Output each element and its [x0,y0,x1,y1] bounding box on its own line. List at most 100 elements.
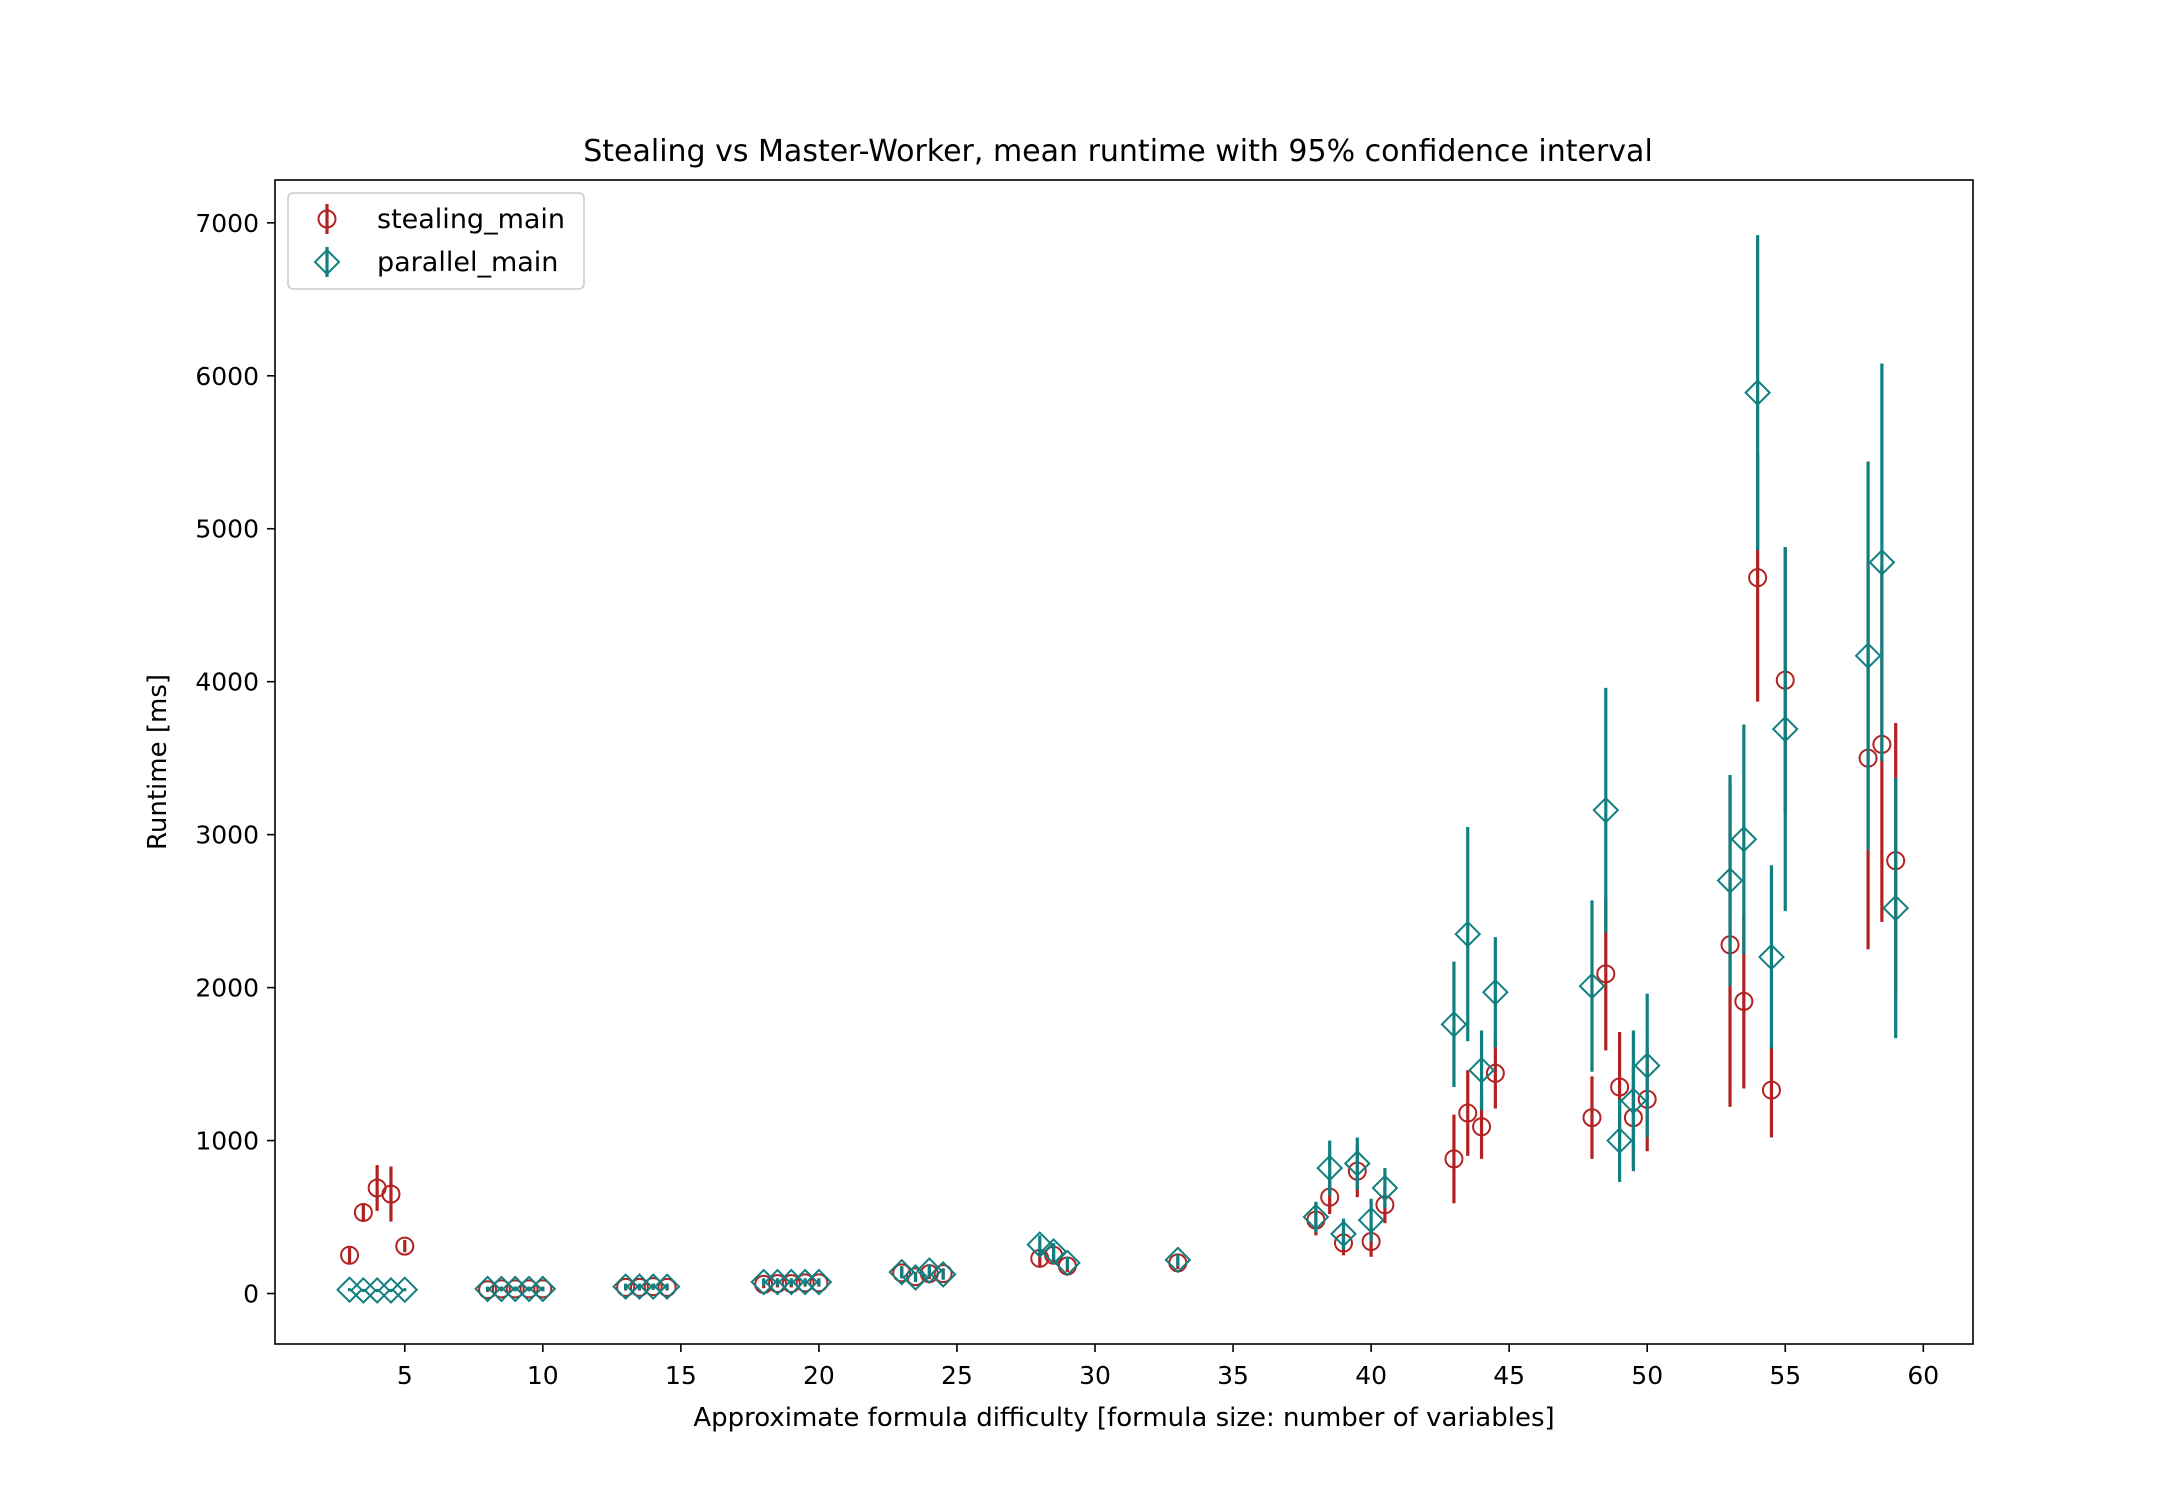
data-point [391,1276,419,1304]
data-point [1053,1249,1081,1277]
data-point [501,1275,529,1303]
legend-entries [313,204,341,277]
legend-label-stealing-main: stealing_main [377,204,565,235]
data-point [1716,867,1744,894]
x-tick-label: 45 [1493,1361,1525,1390]
y-axis-label: Runtime [ms] [143,674,173,850]
data-point [1596,964,1616,984]
x-tick-label: 5 [397,1361,413,1390]
data-point [1633,1052,1661,1080]
data-point [1026,1231,1054,1258]
data-point [505,1279,525,1299]
data-point [1468,1056,1495,1084]
legend-marker-icon [317,209,337,229]
data-point [933,1264,953,1284]
data-point [1330,1220,1357,1248]
data-point [381,1184,401,1204]
y-axis-ticks: 0 1000 2000 3000 4000 5000 6000 7000 [195,209,275,1309]
data-point [915,1257,943,1284]
data-point [1619,1087,1647,1115]
data-point [1485,1063,1505,1083]
y-tick-label: 4000 [195,668,259,697]
data-point [1454,920,1482,948]
x-tick-label: 50 [1631,1361,1663,1390]
data-point [767,1274,787,1294]
data-point [1582,1108,1602,1128]
data-point [478,1280,498,1300]
data-point [888,1258,916,1286]
data-point [1868,548,1896,576]
data-point [491,1279,511,1299]
data-point [1748,568,1768,588]
data-point [1040,1238,1068,1265]
data-point [474,1275,502,1303]
data-point [1761,1080,1781,1100]
data-point [781,1274,801,1294]
data-point [1458,1103,1478,1123]
data-point [643,1277,663,1297]
data-point [805,1268,833,1296]
x-axis-label: Approximate formula difficulty [formula … [693,1403,1554,1433]
y-tick-label: 0 [243,1280,259,1309]
legend-box [287,192,585,290]
x-tick-label: 10 [527,1361,559,1390]
data-point [750,1268,778,1296]
data-point [336,1276,363,1304]
x-tick-label: 25 [941,1361,973,1390]
data-point [529,1275,557,1303]
data-point [1610,1077,1630,1097]
data-point [1302,1203,1330,1231]
y-tick-label: 3000 [195,821,259,850]
data-point [1734,991,1754,1011]
x-tick-label: 30 [1079,1361,1111,1390]
y-tick-label: 7000 [195,209,259,238]
data-point [1771,715,1799,743]
data-point [363,1277,391,1304]
data-point [1730,825,1758,853]
data-point [892,1263,912,1283]
data-point [626,1273,653,1301]
data-point [1357,1206,1385,1234]
data-point [1481,978,1509,1006]
legend-label-parallel-main: parallel_main [377,247,558,278]
data-point [515,1275,543,1303]
data-point [653,1273,681,1301]
x-tick-label: 20 [803,1361,835,1390]
x-tick-label: 55 [1769,1361,1801,1390]
data-point [795,1273,815,1293]
x-tick-label: 15 [665,1361,697,1390]
legend-marker-icon [313,248,341,276]
y-tick-label: 5000 [195,515,259,544]
data-point [629,1277,649,1297]
y-tick-label: 6000 [195,362,259,391]
data-point [639,1273,667,1301]
data-point [1472,1117,1492,1137]
data-point [1164,1246,1192,1274]
data-point [1744,379,1772,407]
y-tick-label: 1000 [195,1127,259,1156]
data-point [1592,796,1620,824]
plot-area: 5 10 15 20 25 30 35 40 45 50 55 60 0 1000 2000 3000 400… [195,179,1974,1390]
data-point [1316,1154,1344,1182]
data-point [791,1268,819,1296]
data-point [1758,943,1785,971]
x-tick-label: 35 [1217,1361,1249,1390]
data-point [1578,972,1606,1000]
data-point [377,1277,405,1304]
series-parallel-main [336,235,1910,1304]
data-point [533,1279,553,1299]
data-point [349,1277,377,1304]
chart-title: Stealing vs Master-Worker, mean runtime … [583,134,1653,169]
data-point [1371,1174,1399,1202]
data-point [1882,894,1910,922]
axes-frame [274,179,1974,1345]
data-point [1854,642,1882,670]
x-tick-label: 40 [1355,1361,1387,1390]
data-point [487,1275,515,1303]
data-point [657,1277,677,1297]
data-point [340,1245,360,1265]
data-point [395,1236,415,1256]
data-point [612,1273,640,1301]
data-point [1606,1127,1634,1154]
